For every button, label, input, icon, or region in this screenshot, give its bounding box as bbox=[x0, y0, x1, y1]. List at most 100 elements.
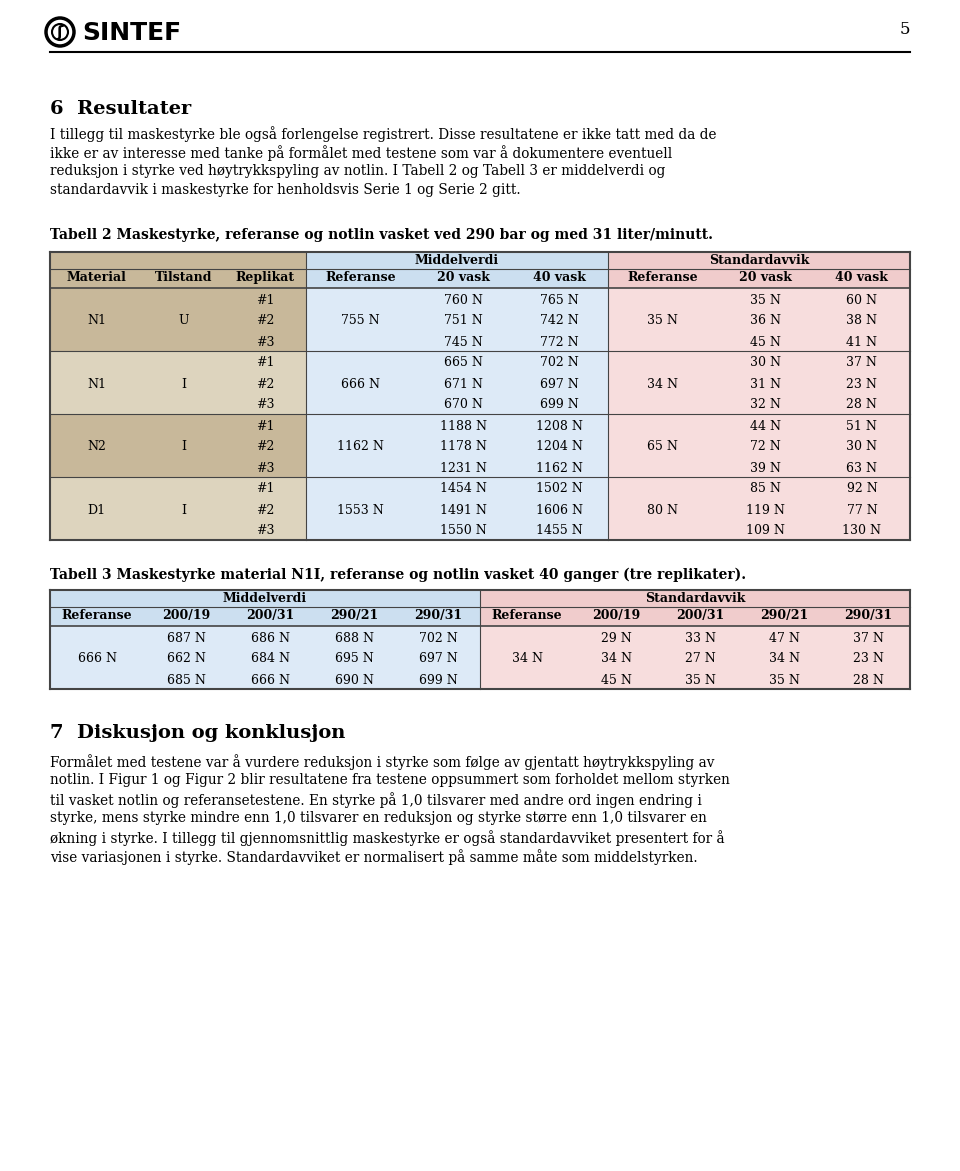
Text: notlin. I Figur 1 og Figur 2 blir resultatene fra testene oppsummert som forhold: notlin. I Figur 1 og Figur 2 blir result… bbox=[50, 773, 730, 787]
Bar bbox=[608, 288, 910, 540]
Bar bbox=[50, 415, 305, 477]
Text: 686 N: 686 N bbox=[251, 631, 290, 644]
Text: 755 N: 755 N bbox=[342, 315, 380, 328]
Text: 1606 N: 1606 N bbox=[537, 504, 584, 516]
Text: #3: #3 bbox=[255, 525, 275, 537]
Text: I: I bbox=[181, 504, 186, 516]
Text: 742 N: 742 N bbox=[540, 315, 579, 328]
Text: #1: #1 bbox=[255, 294, 275, 307]
Text: 65 N: 65 N bbox=[647, 440, 678, 453]
Text: #3: #3 bbox=[255, 461, 275, 474]
Text: I: I bbox=[181, 440, 186, 453]
Text: 665 N: 665 N bbox=[444, 356, 483, 370]
Text: 30 N: 30 N bbox=[847, 440, 877, 453]
Text: 34 N: 34 N bbox=[647, 377, 679, 390]
Text: 1204 N: 1204 N bbox=[537, 440, 584, 453]
Text: 697 N: 697 N bbox=[540, 377, 579, 390]
Text: U: U bbox=[179, 315, 189, 328]
Text: 38 N: 38 N bbox=[847, 315, 877, 328]
Text: 200/19: 200/19 bbox=[162, 609, 210, 622]
Text: Standardavvik: Standardavvik bbox=[645, 593, 745, 605]
Text: 45 N: 45 N bbox=[751, 336, 781, 349]
Text: 37 N: 37 N bbox=[847, 356, 877, 370]
Text: 35 N: 35 N bbox=[647, 315, 678, 328]
Text: 47 N: 47 N bbox=[769, 631, 800, 644]
Text: til vasket notlin og referansetestene. En styrke på 1,0 tilsvarer med andre ord : til vasket notlin og referansetestene. E… bbox=[50, 792, 702, 808]
Text: Replikat: Replikat bbox=[235, 271, 295, 285]
Text: 200/31: 200/31 bbox=[676, 609, 725, 622]
Bar bbox=[50, 288, 305, 351]
Text: 29 N: 29 N bbox=[601, 631, 632, 644]
Text: standardavvik i maskestyrke for henholdsvis Serie 1 og Serie 2 gitt.: standardavvik i maskestyrke for henholds… bbox=[50, 183, 520, 197]
Text: 20 vask: 20 vask bbox=[739, 271, 792, 285]
Text: 31 N: 31 N bbox=[750, 377, 781, 390]
Text: Middelverdi: Middelverdi bbox=[223, 593, 307, 605]
Text: 77 N: 77 N bbox=[847, 504, 877, 516]
Text: 92 N: 92 N bbox=[847, 482, 877, 495]
Bar bbox=[305, 252, 608, 269]
Bar bbox=[608, 252, 910, 269]
Text: vise variasjonen i styrke. Standardavviket er normalisert på samme måte som midd: vise variasjonen i styrke. Standardavvik… bbox=[50, 849, 698, 865]
Text: 35 N: 35 N bbox=[769, 673, 800, 686]
Text: 51 N: 51 N bbox=[847, 419, 877, 432]
Text: 130 N: 130 N bbox=[843, 525, 881, 537]
Text: 44 N: 44 N bbox=[750, 419, 781, 432]
Text: 751 N: 751 N bbox=[444, 315, 483, 328]
Text: 30 N: 30 N bbox=[750, 356, 781, 370]
Text: 688 N: 688 N bbox=[335, 631, 373, 644]
Text: 34 N: 34 N bbox=[601, 652, 632, 665]
Text: D1: D1 bbox=[87, 504, 106, 516]
Text: 772 N: 772 N bbox=[540, 336, 579, 349]
Text: 63 N: 63 N bbox=[847, 461, 877, 474]
Text: #1: #1 bbox=[255, 356, 275, 370]
Bar bbox=[305, 269, 608, 288]
Text: 666 N: 666 N bbox=[341, 377, 380, 390]
Text: 1553 N: 1553 N bbox=[337, 504, 384, 516]
Text: 290/31: 290/31 bbox=[414, 609, 462, 622]
Text: 290/21: 290/21 bbox=[760, 609, 808, 622]
Text: Tabell 3 Maskestyrke material N1I, referanse og notlin vasket 40 ganger (tre rep: Tabell 3 Maskestyrke material N1I, refer… bbox=[50, 568, 746, 582]
Text: 37 N: 37 N bbox=[852, 631, 883, 644]
Text: #1: #1 bbox=[255, 419, 275, 432]
Text: styrke, mens styrke mindre enn 1,0 tilsvarer en reduksjon og styrke større enn 1: styrke, mens styrke mindre enn 1,0 tilsv… bbox=[50, 812, 707, 826]
Text: 6  Resultater: 6 Resultater bbox=[50, 100, 191, 118]
Text: 690 N: 690 N bbox=[335, 673, 373, 686]
Text: 685 N: 685 N bbox=[167, 673, 205, 686]
Text: #1: #1 bbox=[255, 482, 275, 495]
Text: 697 N: 697 N bbox=[419, 652, 457, 665]
Text: Formålet med testene var å vurdere reduksjon i styrke som følge av gjentatt høyt: Formålet med testene var å vurdere reduk… bbox=[50, 754, 714, 769]
Text: ikke er av interesse med tanke på formålet med testene som var å dokumentere eve: ikke er av interesse med tanke på formål… bbox=[50, 145, 672, 160]
Text: Tilstand: Tilstand bbox=[155, 271, 212, 285]
Text: #2: #2 bbox=[255, 315, 275, 328]
Text: Tabell 2 Maskestyrke, referanse og notlin vasket ved 290 bar og med 31 liter/min: Tabell 2 Maskestyrke, referanse og notli… bbox=[50, 228, 713, 242]
Text: 7  Diskusjon og konklusjon: 7 Diskusjon og konklusjon bbox=[50, 724, 346, 742]
Text: 23 N: 23 N bbox=[847, 377, 877, 390]
Text: 28 N: 28 N bbox=[847, 398, 877, 411]
Text: 1178 N: 1178 N bbox=[440, 440, 487, 453]
Text: 1208 N: 1208 N bbox=[537, 419, 584, 432]
Bar bbox=[480, 607, 910, 626]
Text: 695 N: 695 N bbox=[335, 652, 373, 665]
Text: Referanse: Referanse bbox=[325, 271, 396, 285]
Text: 702 N: 702 N bbox=[419, 631, 457, 644]
Text: Middelverdi: Middelverdi bbox=[415, 254, 499, 267]
Text: 745 N: 745 N bbox=[444, 336, 483, 349]
Text: 1455 N: 1455 N bbox=[537, 525, 583, 537]
Text: Referanse: Referanse bbox=[61, 609, 132, 622]
Text: 85 N: 85 N bbox=[751, 482, 781, 495]
Text: SINTEF: SINTEF bbox=[82, 21, 181, 44]
Text: 20 vask: 20 vask bbox=[437, 271, 490, 285]
Text: 40 vask: 40 vask bbox=[835, 271, 888, 285]
Bar bbox=[50, 590, 480, 607]
Text: 687 N: 687 N bbox=[167, 631, 205, 644]
Text: 1502 N: 1502 N bbox=[537, 482, 583, 495]
Bar bbox=[480, 590, 910, 607]
Text: 1550 N: 1550 N bbox=[441, 525, 487, 537]
Text: 760 N: 760 N bbox=[444, 294, 483, 307]
Text: N1: N1 bbox=[87, 377, 106, 390]
Bar bbox=[50, 607, 480, 626]
Text: 1188 N: 1188 N bbox=[440, 419, 487, 432]
Text: I: I bbox=[181, 377, 186, 390]
Text: 666 N: 666 N bbox=[78, 652, 117, 665]
Bar bbox=[50, 252, 305, 269]
